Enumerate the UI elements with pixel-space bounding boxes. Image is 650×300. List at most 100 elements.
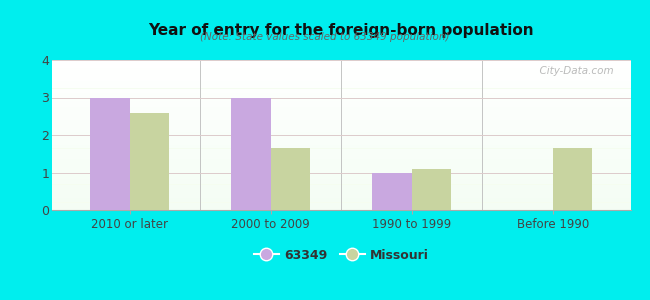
Bar	[90, 98, 129, 210]
Bar	[52, 111, 630, 112]
Bar	[52, 147, 630, 148]
Bar	[52, 130, 630, 132]
Bar	[52, 108, 630, 110]
Bar	[52, 141, 630, 142]
Bar	[52, 122, 630, 123]
Bar	[52, 188, 630, 189]
Bar	[52, 105, 630, 106]
Bar	[52, 154, 630, 156]
Bar	[52, 148, 630, 150]
Bar	[52, 120, 630, 122]
Bar	[52, 123, 630, 124]
Bar	[52, 164, 630, 165]
Bar	[52, 172, 630, 174]
Bar	[52, 78, 630, 80]
Bar	[52, 156, 630, 158]
Bar	[52, 116, 630, 117]
Bar	[52, 69, 630, 70]
Bar	[52, 204, 630, 206]
Bar	[52, 138, 630, 140]
Bar	[52, 66, 630, 68]
Bar	[52, 129, 630, 130]
Bar	[52, 206, 630, 207]
Bar	[270, 148, 310, 210]
Bar	[52, 183, 630, 184]
Bar	[52, 142, 630, 144]
Bar	[52, 171, 630, 172]
Text: City-Data.com: City-Data.com	[532, 66, 613, 76]
Bar	[52, 117, 630, 118]
Bar	[52, 112, 630, 114]
Bar	[52, 76, 630, 78]
Bar	[52, 195, 630, 196]
Bar	[52, 182, 630, 183]
Title: Year of entry for the foreign-born population: Year of entry for the foreign-born popul…	[148, 23, 534, 38]
Bar	[52, 136, 630, 138]
Bar	[52, 132, 630, 134]
Bar	[52, 82, 630, 84]
Bar	[52, 174, 630, 176]
Bar	[52, 98, 630, 99]
Bar	[52, 146, 630, 147]
Bar	[52, 198, 630, 200]
Bar	[52, 118, 630, 120]
Bar	[52, 102, 630, 104]
Bar	[372, 172, 412, 210]
Bar	[52, 68, 630, 69]
Bar	[52, 70, 630, 72]
Bar	[52, 90, 630, 92]
Bar	[52, 74, 630, 75]
Bar	[52, 189, 630, 190]
Bar	[52, 202, 630, 204]
Bar	[52, 106, 630, 108]
Bar	[52, 114, 630, 116]
Bar	[52, 200, 630, 201]
Bar	[52, 196, 630, 198]
Bar	[52, 184, 630, 186]
Bar	[52, 110, 630, 111]
Bar	[52, 84, 630, 86]
Bar	[52, 167, 630, 168]
Bar	[52, 208, 630, 210]
Bar	[52, 178, 630, 180]
Bar	[52, 153, 630, 154]
Bar	[553, 148, 592, 210]
Bar	[52, 96, 630, 98]
Bar	[52, 140, 630, 141]
Bar	[52, 64, 630, 66]
Bar	[52, 162, 630, 164]
Bar	[52, 99, 630, 100]
Bar	[52, 128, 630, 129]
Bar	[52, 103, 630, 105]
Bar	[52, 100, 630, 102]
Bar	[412, 169, 451, 210]
Bar	[52, 92, 630, 93]
Bar	[52, 201, 630, 202]
Bar	[52, 75, 630, 76]
Bar	[52, 124, 630, 126]
Bar	[52, 150, 630, 152]
Bar	[52, 158, 630, 159]
Bar	[52, 93, 630, 94]
Text: (Note: State values scaled to 63349 population): (Note: State values scaled to 63349 popu…	[200, 32, 450, 41]
Bar	[52, 192, 630, 194]
Bar	[52, 176, 630, 177]
Bar	[52, 165, 630, 166]
Legend: 63349, Missouri: 63349, Missouri	[249, 244, 434, 267]
Bar	[52, 134, 630, 135]
Bar	[52, 159, 630, 160]
Bar	[52, 85, 630, 87]
Bar	[52, 190, 630, 192]
Bar	[52, 60, 630, 61]
Bar	[52, 63, 630, 64]
Bar	[52, 180, 630, 182]
Bar	[52, 87, 630, 88]
Bar	[52, 186, 630, 188]
Bar	[52, 169, 630, 171]
Bar	[52, 81, 630, 82]
Bar	[52, 135, 630, 136]
Bar	[52, 160, 630, 162]
Bar	[52, 126, 630, 128]
Bar	[52, 80, 630, 81]
Bar	[52, 94, 630, 96]
